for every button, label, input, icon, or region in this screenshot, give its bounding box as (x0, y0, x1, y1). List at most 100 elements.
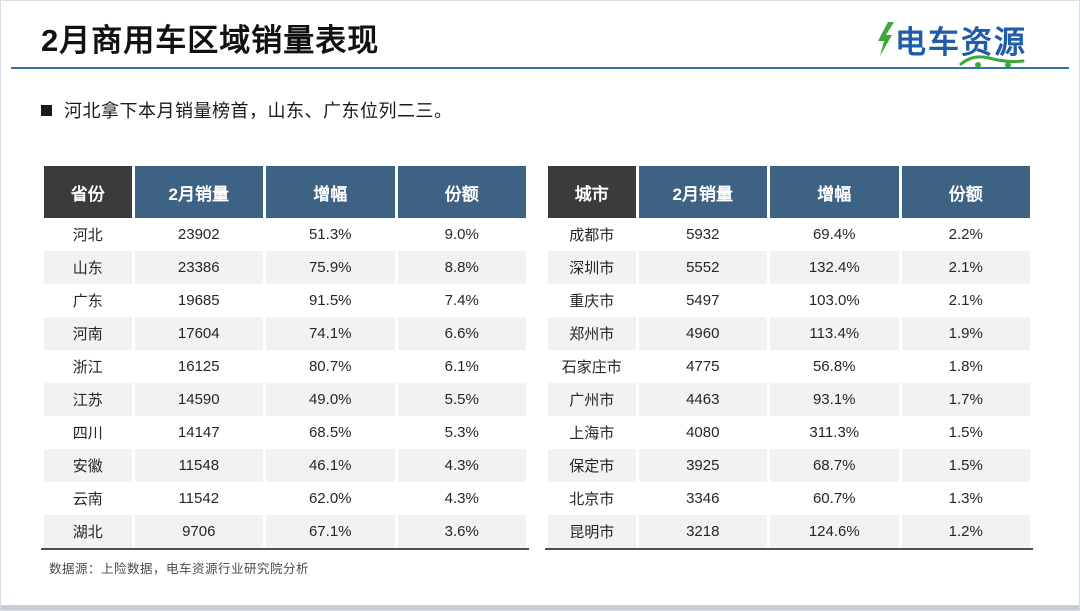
table-row: 云南 11542 62.0% 4.3% (44, 482, 526, 515)
table-row: 四川 14147 68.5% 5.3% (44, 416, 526, 449)
table-cell: 5552 (638, 251, 767, 284)
table-cell: 1.9% (901, 317, 1030, 350)
table-cell: 深圳市 (548, 251, 636, 284)
table-cell: 1.8% (948, 358, 983, 375)
table-cell: 132.4% (770, 251, 899, 284)
table-cell: 19685 (177, 292, 220, 309)
table-row: 河南 17604 74.1% 6.6% (44, 317, 526, 350)
table-cell: 成都市 (569, 227, 615, 244)
table-cell: 湖北 (44, 515, 132, 548)
table-row: 深圳市 5552 132.4% 2.1% (548, 251, 1030, 284)
column-header: 2月销量 (638, 166, 767, 218)
table-row: 浙江 16125 80.7% 6.1% (44, 350, 526, 383)
brand-logo-text: 电车资源 (895, 25, 1027, 60)
table-cell: 4080 (686, 424, 720, 441)
table-row: 北京市 3346 60.7% 1.3% (548, 482, 1030, 515)
table-cell: 广东 (72, 293, 103, 310)
table-cell: 49.0% (266, 383, 395, 416)
key-point-text: 河北拿下本月销量榜首，山东、广东位列二三。 (64, 101, 453, 121)
tables-area: 省份 2月销量 增幅 份额 河北 23902 51.3% 9.0% 山东 23386 75.9% 8.… (41, 166, 1033, 550)
table-cell: 安徽 (44, 449, 132, 482)
table-cell: 1.3% (948, 490, 983, 507)
table-cell: 浙江 (72, 359, 103, 376)
bottom-strip (1, 605, 1079, 610)
table-cell: 9.0% (444, 226, 479, 243)
table-row: 上海市 4080 311.3% 1.5% (548, 416, 1030, 449)
table-cell: 311.3% (809, 424, 860, 441)
table-cell: 68.7% (770, 449, 899, 482)
table-row: 成都市 5932 69.4% 2.2% (548, 218, 1030, 251)
table-cell: 6.1% (444, 358, 479, 375)
table-cell: 广州市 (548, 383, 636, 416)
table-cell: 46.1% (266, 449, 395, 482)
table-cell: 1.5% (948, 424, 983, 441)
table-cell: 51.3% (308, 226, 352, 243)
table-row: 广东 19685 91.5% 7.4% (44, 284, 526, 317)
table-row: 河北 23902 51.3% 9.0% (44, 218, 526, 251)
table-cell: 河北 (72, 227, 103, 244)
table-cell: 11548 (134, 449, 263, 482)
car-icon (959, 55, 1025, 68)
table-row: 江苏 14590 49.0% 5.5% (44, 383, 526, 416)
table-cell: 3218 (638, 515, 767, 548)
table-cell: 14590 (134, 383, 263, 416)
data-source-note: 数据源：上险数据，电车资源行业研究院分析 (49, 562, 310, 576)
table-cell: 2.1% (948, 292, 983, 309)
table-cell: 74.1% (266, 317, 395, 350)
table-cell: 云南 (72, 491, 103, 508)
table-cell: 80.7% (308, 358, 352, 375)
table-cell: 93.1% (770, 383, 899, 416)
table-cell: 5932 (686, 226, 720, 243)
table-cell: 5.3% (444, 424, 479, 441)
table-row: 昆明市 3218 124.6% 1.2% (548, 515, 1030, 548)
table-cell: 4463 (638, 383, 767, 416)
table-cell: 23386 (134, 251, 263, 284)
table-cell: 1.7% (901, 383, 1030, 416)
table-cell: 5497 (686, 292, 720, 309)
table-cell: 2.1% (901, 251, 1030, 284)
table-cell: 17604 (134, 317, 263, 350)
table-cell: 3.6% (397, 515, 526, 548)
table-row: 郑州市 4960 113.4% 1.9% (548, 317, 1030, 350)
table-cell: 上海市 (569, 425, 615, 442)
table-cell: 4.3% (397, 449, 526, 482)
table-cell: 1.2% (901, 515, 1030, 548)
bullet-square-icon (41, 104, 52, 116)
table-cell: 保定市 (548, 449, 636, 482)
column-header: 份额 (901, 166, 1030, 218)
page-title: 2月商用车区域销量表现 (41, 23, 380, 58)
table-cell: 124.6% (770, 515, 899, 548)
table-cell: 3346 (686, 490, 720, 507)
table-row: 保定市 3925 68.7% 1.5% (548, 449, 1030, 482)
column-header: 2月销量 (134, 166, 263, 218)
table-cell: 4775 (686, 358, 720, 375)
table-row: 湖北 9706 67.1% 3.6% (44, 515, 526, 548)
table-cell: 8.8% (397, 251, 526, 284)
table-cell: 103.0% (808, 292, 860, 309)
table-cell: 4.3% (444, 490, 479, 507)
column-header: 增幅 (266, 166, 395, 218)
table-cell: 11542 (178, 490, 220, 507)
table-cell: 14147 (177, 424, 220, 441)
table-cell: 2.2% (948, 226, 983, 243)
column-header: 城市 (548, 166, 636, 218)
table-cell: 北京市 (569, 491, 615, 508)
table-cell: 1.5% (901, 449, 1030, 482)
table-cell: 3925 (638, 449, 767, 482)
lightning-bolt-icon (878, 22, 894, 56)
table-cell: 9706 (134, 515, 263, 548)
column-header: 省份 (44, 166, 132, 218)
table-cell: 4960 (638, 317, 767, 350)
header-divider (11, 67, 1069, 69)
table-cell: 重庆市 (569, 293, 615, 310)
table-row: 广州市 4463 93.1% 1.7% (548, 383, 1030, 416)
table-row: 安徽 11548 46.1% 4.3% (44, 449, 526, 482)
table-cell: 郑州市 (548, 317, 636, 350)
table-cell: 河南 (44, 317, 132, 350)
table-cell: 山东 (44, 251, 132, 284)
table-cell: 6.6% (397, 317, 526, 350)
table-row: 重庆市 5497 103.0% 2.1% (548, 284, 1030, 317)
table-cell: 56.8% (812, 358, 856, 375)
table-cell: 91.5% (308, 292, 352, 309)
